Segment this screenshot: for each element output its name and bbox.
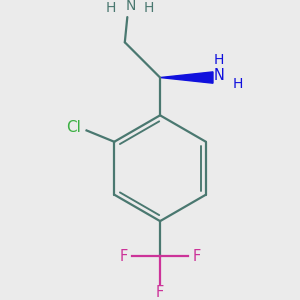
Text: H: H xyxy=(106,1,116,15)
Text: N: N xyxy=(126,0,136,13)
Polygon shape xyxy=(160,72,213,83)
Text: Cl: Cl xyxy=(67,120,81,135)
Text: H: H xyxy=(214,53,224,67)
Text: H: H xyxy=(144,1,154,15)
Text: F: F xyxy=(193,249,201,264)
Text: F: F xyxy=(156,285,164,300)
Text: F: F xyxy=(119,249,128,264)
Text: H: H xyxy=(233,77,243,91)
Text: N: N xyxy=(214,68,225,82)
